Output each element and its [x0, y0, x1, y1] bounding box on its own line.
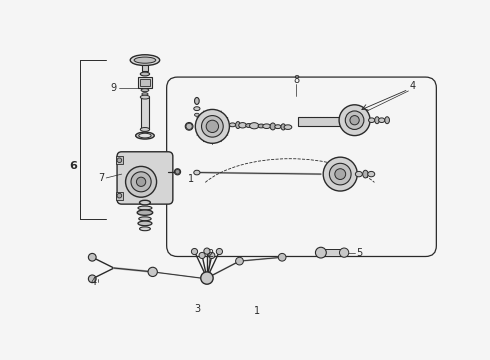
Ellipse shape [130, 55, 160, 66]
Circle shape [329, 163, 351, 185]
Text: 4: 4 [409, 81, 416, 91]
Ellipse shape [258, 124, 264, 128]
Circle shape [350, 116, 359, 125]
Ellipse shape [375, 117, 379, 124]
Text: 1: 1 [188, 174, 195, 184]
Circle shape [117, 193, 122, 198]
Ellipse shape [385, 117, 390, 124]
Text: 1: 1 [253, 306, 260, 316]
Circle shape [335, 169, 345, 180]
Ellipse shape [185, 122, 193, 130]
Ellipse shape [141, 89, 149, 92]
Ellipse shape [137, 210, 153, 215]
Ellipse shape [174, 169, 181, 175]
Ellipse shape [281, 124, 286, 130]
Circle shape [196, 109, 229, 143]
Ellipse shape [134, 57, 156, 63]
Ellipse shape [140, 72, 149, 76]
Ellipse shape [270, 123, 275, 130]
Ellipse shape [142, 93, 148, 95]
Text: 9: 9 [110, 83, 116, 93]
Circle shape [209, 252, 215, 258]
FancyBboxPatch shape [117, 152, 173, 204]
Circle shape [316, 247, 326, 258]
Circle shape [236, 257, 244, 265]
Ellipse shape [368, 118, 375, 122]
Text: 2: 2 [207, 249, 213, 259]
Circle shape [206, 120, 219, 132]
Ellipse shape [139, 217, 151, 221]
Text: 3: 3 [194, 304, 200, 314]
Bar [298, 117, 341, 126]
Ellipse shape [245, 123, 252, 127]
Ellipse shape [194, 170, 200, 175]
Circle shape [204, 248, 210, 254]
Circle shape [186, 123, 192, 130]
Bar [141, 97, 149, 130]
Bar [321, 249, 344, 256]
Ellipse shape [140, 127, 149, 131]
Ellipse shape [140, 95, 149, 99]
Ellipse shape [263, 124, 270, 129]
Circle shape [199, 252, 205, 258]
Ellipse shape [368, 171, 375, 177]
Circle shape [88, 275, 96, 283]
Text: 8: 8 [293, 75, 299, 85]
Ellipse shape [275, 125, 281, 129]
Circle shape [117, 158, 122, 163]
Ellipse shape [284, 125, 292, 130]
Bar [142, 65, 148, 71]
Circle shape [340, 248, 349, 257]
Ellipse shape [140, 200, 150, 205]
Ellipse shape [379, 118, 385, 122]
Text: 5: 5 [357, 248, 363, 258]
Ellipse shape [139, 133, 151, 138]
Ellipse shape [249, 123, 259, 129]
Ellipse shape [229, 123, 236, 127]
Circle shape [323, 157, 357, 191]
Circle shape [339, 105, 370, 136]
Ellipse shape [195, 113, 199, 116]
Circle shape [201, 272, 213, 284]
Circle shape [136, 177, 146, 186]
Ellipse shape [195, 98, 199, 104]
Ellipse shape [363, 170, 368, 178]
Circle shape [125, 166, 157, 197]
Bar [140, 78, 149, 86]
Circle shape [192, 248, 197, 255]
Ellipse shape [236, 122, 240, 129]
Bar [116, 192, 123, 199]
Circle shape [278, 253, 286, 261]
Ellipse shape [140, 227, 150, 231]
Circle shape [88, 253, 96, 261]
Circle shape [175, 170, 180, 174]
Ellipse shape [136, 132, 154, 139]
Circle shape [131, 172, 151, 192]
Bar [116, 156, 123, 164]
Ellipse shape [239, 123, 246, 128]
Circle shape [345, 111, 364, 130]
Text: 6: 6 [69, 161, 77, 171]
Bar [138, 77, 152, 88]
Ellipse shape [194, 107, 200, 111]
Text: 7: 7 [98, 173, 105, 183]
Text: 4: 4 [91, 277, 97, 287]
Ellipse shape [138, 221, 152, 226]
Ellipse shape [355, 171, 362, 177]
Circle shape [201, 116, 223, 137]
Ellipse shape [138, 206, 152, 210]
Circle shape [216, 248, 222, 255]
Circle shape [148, 267, 157, 276]
